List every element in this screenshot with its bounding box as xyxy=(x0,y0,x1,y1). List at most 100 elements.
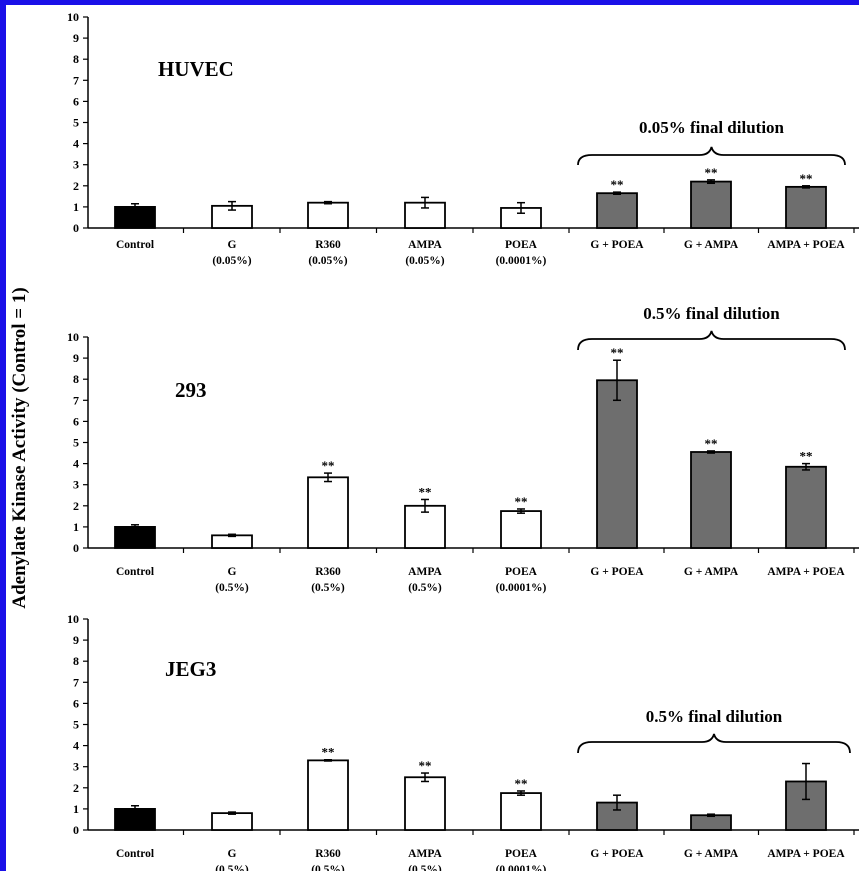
y-tick-label: 5 xyxy=(73,116,79,130)
category-label: Control xyxy=(116,848,154,860)
y-tick-label: 9 xyxy=(73,31,79,45)
significance-label: ** xyxy=(705,165,718,180)
panel-title: JEG3 xyxy=(165,657,216,681)
y-tick-label: 4 xyxy=(73,457,79,471)
y-tick-label: 5 xyxy=(73,718,79,732)
bar xyxy=(500,792,542,831)
bar xyxy=(690,451,732,549)
y-tick-label: 2 xyxy=(73,499,79,513)
y-tick-label: 9 xyxy=(73,351,79,365)
category-sublabel: (0.5%) xyxy=(215,582,249,594)
bar xyxy=(596,379,638,549)
category-sublabel: (0.0001%) xyxy=(496,255,547,267)
y-tick-label: 4 xyxy=(73,137,79,151)
significance-label: ** xyxy=(611,345,624,360)
bar xyxy=(307,201,349,229)
bar xyxy=(307,759,349,831)
y-tick-label: 7 xyxy=(73,73,79,87)
category-label: G xyxy=(228,848,237,860)
category-label: AMPA xyxy=(408,239,442,251)
y-axis-label: Adenylate Kinase Activity (Control = 1) xyxy=(9,287,30,608)
category-label: AMPA + POEA xyxy=(767,239,845,251)
category-label: G + POEA xyxy=(590,848,644,860)
category-sublabel: (0.5%) xyxy=(311,582,345,594)
category-label: G xyxy=(228,566,237,578)
bar xyxy=(500,510,542,549)
y-tick-label: 1 xyxy=(73,200,79,214)
category-sublabel: (0.05%) xyxy=(212,255,251,267)
dilution-bracket xyxy=(577,733,851,754)
y-tick-label: 6 xyxy=(73,696,79,710)
panel-title: 293 xyxy=(175,378,207,402)
y-tick-label: 0 xyxy=(73,823,79,837)
panel-title: HUVEC xyxy=(158,57,234,81)
category-label: R360 xyxy=(315,848,341,860)
category-label: AMPA xyxy=(408,566,442,578)
significance-label: ** xyxy=(419,484,432,499)
category-label: G + POEA xyxy=(590,239,644,251)
dilution-label: 0.5% final dilution xyxy=(643,304,780,323)
bar xyxy=(690,180,732,229)
y-tick-label: 8 xyxy=(73,654,79,668)
bar xyxy=(114,526,156,549)
bar xyxy=(785,465,827,549)
significance-label: ** xyxy=(322,745,335,760)
category-label: POEA xyxy=(505,848,538,860)
category-label: G + POEA xyxy=(590,566,644,578)
category-sublabel: (0.05%) xyxy=(405,255,444,267)
y-tick-label: 2 xyxy=(73,781,79,795)
dilution-bracket xyxy=(577,330,846,351)
bar xyxy=(596,192,638,229)
category-sublabel: (0.5%) xyxy=(215,864,249,871)
bar xyxy=(211,812,253,831)
y-tick-label: 10 xyxy=(67,10,79,24)
category-sublabel: (0.0001%) xyxy=(496,864,547,871)
bar xyxy=(690,814,732,831)
category-sublabel: (0.5%) xyxy=(311,864,345,871)
category-label: AMPA + POEA xyxy=(767,848,845,860)
y-tick-label: 4 xyxy=(73,739,79,753)
y-tick-label: 0 xyxy=(73,541,79,555)
dilution-label: 0.05% final dilution xyxy=(639,118,785,137)
bar xyxy=(785,185,827,229)
category-label: POEA xyxy=(505,239,538,251)
y-tick-label: 3 xyxy=(73,478,79,492)
category-label: Control xyxy=(116,566,154,578)
y-tick-label: 9 xyxy=(73,633,79,647)
significance-label: ** xyxy=(419,758,432,773)
category-sublabel: (0.5%) xyxy=(408,582,442,594)
y-tick-label: 1 xyxy=(73,520,79,534)
significance-label: ** xyxy=(800,171,813,186)
bar xyxy=(307,476,349,549)
significance-label: ** xyxy=(800,449,813,464)
significance-label: ** xyxy=(322,458,335,473)
category-sublabel: (0.0001%) xyxy=(496,582,547,594)
category-label: R360 xyxy=(315,566,341,578)
category-label: Control xyxy=(116,239,154,251)
y-tick-label: 7 xyxy=(73,393,79,407)
category-label: POEA xyxy=(505,566,538,578)
category-sublabel: (0.05%) xyxy=(308,255,347,267)
dilution-label: 0.5% final dilution xyxy=(646,707,783,726)
y-tick-label: 1 xyxy=(73,802,79,816)
category-label: G + AMPA xyxy=(684,239,739,251)
dilution-bracket xyxy=(577,146,846,166)
category-label: G xyxy=(228,239,237,251)
y-tick-label: 6 xyxy=(73,94,79,108)
category-sublabel: (0.5%) xyxy=(408,864,442,871)
y-tick-label: 8 xyxy=(73,372,79,386)
y-tick-label: 7 xyxy=(73,675,79,689)
bar xyxy=(404,776,446,831)
y-tick-label: 0 xyxy=(73,221,79,235)
significance-label: ** xyxy=(515,494,528,509)
significance-label: ** xyxy=(515,776,528,791)
y-tick-label: 6 xyxy=(73,414,79,428)
significance-label: ** xyxy=(705,436,718,451)
y-tick-label: 10 xyxy=(67,612,79,626)
category-label: AMPA + POEA xyxy=(767,566,845,578)
y-tick-label: 3 xyxy=(73,158,79,172)
y-tick-label: 10 xyxy=(67,330,79,344)
y-tick-label: 5 xyxy=(73,436,79,450)
